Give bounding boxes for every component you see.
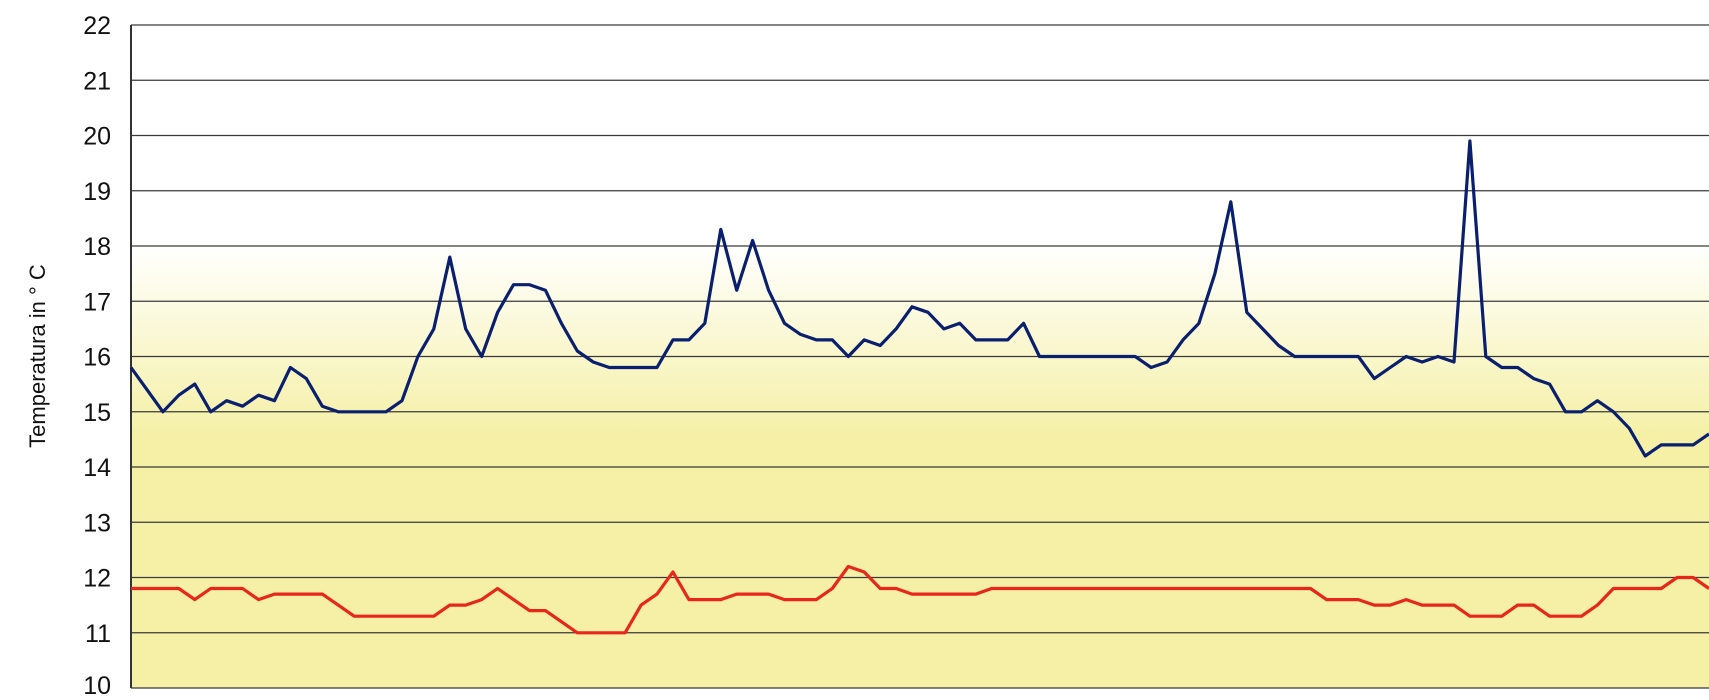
y-tick-label: 21 [83,67,111,95]
y-axis-label: Temperatura in ° C [25,264,50,448]
y-tick-label: 18 [83,233,111,261]
y-tick-label: 22 [83,12,111,40]
y-tick-label: 14 [83,454,111,482]
data-series [129,139,1709,635]
y-tick-labels: 10 11 12 13 14 15 16 17 18 19 20 21 22 [83,12,111,700]
series-line-red [131,564,1709,635]
series-line-blue [129,139,1709,458]
y-tick-label: 20 [83,123,111,151]
y-tick-label: 11 [85,620,111,648]
y-tick-label: 15 [83,399,111,427]
y-tick-label: 12 [83,565,111,593]
grid-lines [131,24,1709,689]
y-tick-label: 16 [83,344,111,372]
y-tick-label: 17 [83,288,111,316]
y-tick-label: 13 [83,509,111,537]
y-tick-label: 10 [83,672,111,695]
y-tick-label: 19 [83,178,111,206]
